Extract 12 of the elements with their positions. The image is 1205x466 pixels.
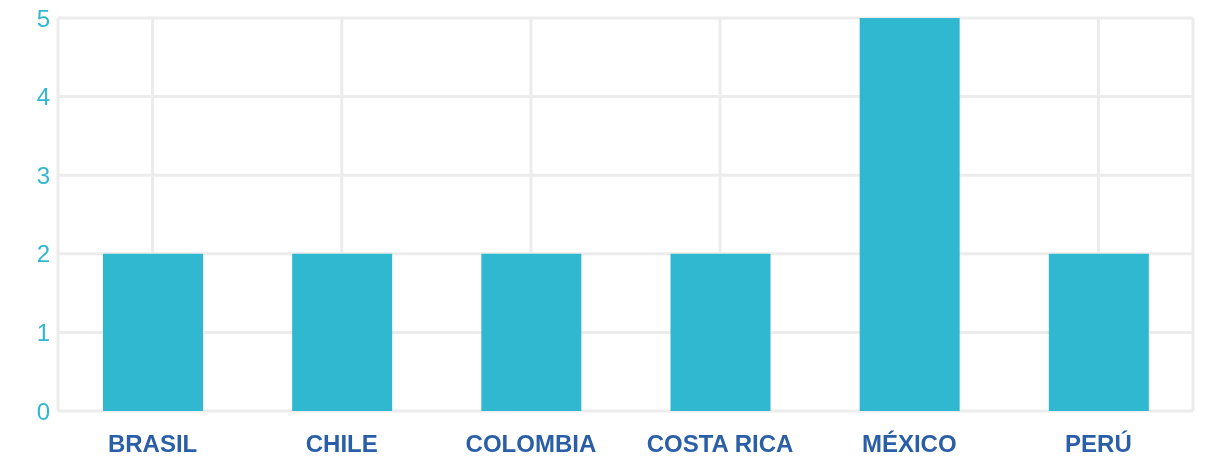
- y-tick-label: 5: [36, 4, 50, 32]
- x-tick-label: COLOMBIA: [465, 430, 597, 458]
- x-tick-label: CHILE: [305, 430, 378, 458]
- x-tick-label: BRASIL: [107, 430, 198, 458]
- y-tick-label: 0: [36, 397, 50, 425]
- y-tick-label: 3: [36, 161, 50, 189]
- y-tick-label: 2: [36, 240, 50, 268]
- x-tick-label: COSTA RICA: [646, 430, 794, 458]
- y-tick-label: 1: [36, 318, 50, 346]
- x-tick-label: PERÚ: [1065, 430, 1132, 458]
- x-tick-label: MÉXICO: [861, 430, 957, 458]
- y-tick-label: 4: [36, 83, 50, 111]
